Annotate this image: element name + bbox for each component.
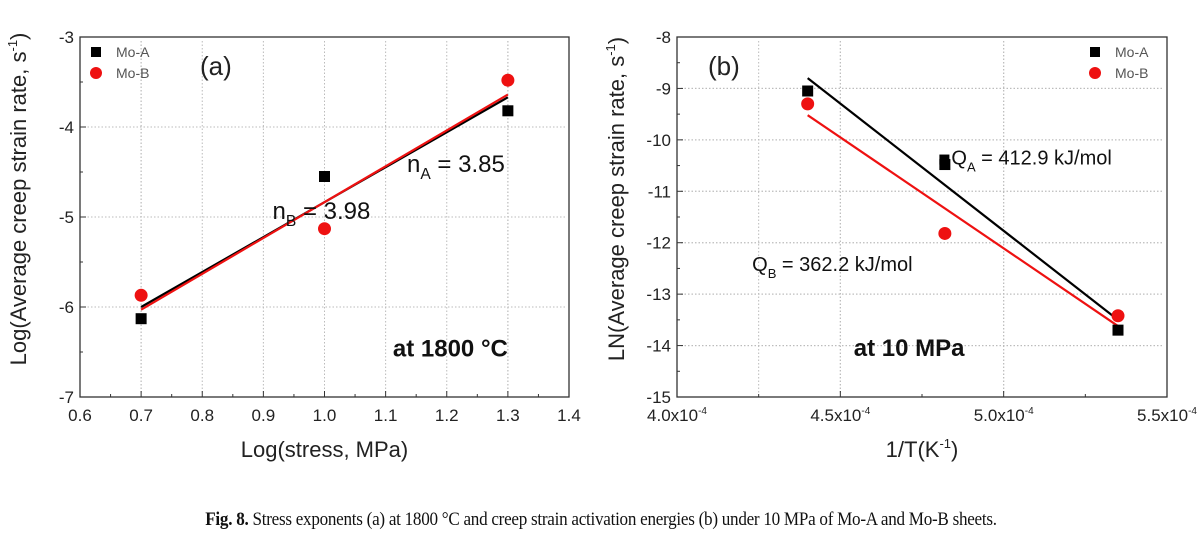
legend-label: Mo-A	[116, 44, 150, 60]
caption-text: Stress exponents (a) at 1800 °C and cree…	[248, 509, 997, 530]
figure: 0.6 0.7 0.8 0.9 1.0 1.1 1.2 1.3 1.4 -7 -6 -5 -4 -3 Log…	[5, 28, 1197, 462]
annotation-value: = 3.85	[431, 151, 505, 178]
annotation-nB: nB = 3.98	[273, 198, 371, 230]
x-tick-label: 1.4	[557, 406, 581, 425]
x-tick-label: 4.0x10-4	[647, 406, 707, 425]
annotation-subscript: B	[286, 213, 296, 230]
x-tick-label: 1.0	[313, 406, 337, 425]
y-tick-label: -4	[59, 118, 74, 137]
chart-panel-a: 0.6 0.7 0.8 0.9 1.0 1.1 1.2 1.3 1.4 -7 -6 -5 -4 -3 Log…	[5, 28, 581, 462]
annotation-symbol: n	[273, 198, 286, 225]
legend-label: Mo-B	[116, 65, 149, 81]
annotation-value: = 362.2 kJ/mol	[776, 254, 912, 276]
annotation-QA: QA = 412.9 kJ/mol	[951, 148, 1111, 175]
y-tick-label: -12	[646, 234, 671, 253]
data-point-mo-a	[502, 105, 514, 117]
annotation-symbol: n	[407, 151, 420, 178]
y-tick-label: -15	[646, 388, 671, 407]
x-axis-title-tail: )	[951, 437, 958, 462]
x-tick-label: 0.8	[190, 406, 214, 425]
y-tick-label: -13	[646, 285, 671, 304]
annotation-condition: at 1800 °C	[393, 336, 508, 363]
data-point-mo-b	[801, 97, 815, 111]
annotation-condition: at 10 MPa	[854, 335, 965, 362]
annotation-value: = 3.98	[296, 198, 370, 225]
annotation-square-marker	[939, 154, 950, 165]
annotation-nA: nA = 3.85	[407, 151, 505, 183]
x-tick-label: 0.7	[129, 406, 153, 425]
legend-marker-mo-b	[1089, 67, 1101, 79]
x-tick-exponent: -4	[1188, 406, 1197, 417]
annotation-subscript: A	[967, 160, 976, 175]
y-tick-label: -3	[59, 28, 74, 47]
y-tick-label: -6	[59, 298, 74, 317]
fit-line-mo-b	[140, 93, 509, 311]
figure-caption: Fig. 8. Stress exponents (a) at 1800 °C …	[60, 509, 1142, 531]
caption-label: Fig. 8.	[205, 509, 249, 530]
y-tick-label: -14	[646, 337, 671, 356]
data-point-mo-b	[938, 226, 952, 240]
x-tick-exponent: -4	[1025, 406, 1034, 417]
y-axis-title: Log(Average creep strain rate, s-1)	[5, 33, 31, 366]
legend-marker-mo-a	[91, 47, 101, 57]
annotation-QB: QB = 362.2 kJ/mol	[752, 254, 912, 281]
y-axis-title-sup: -1	[5, 40, 20, 52]
y-tick-label: -9	[656, 79, 671, 98]
data-point-mo-a	[802, 85, 814, 97]
x-tick-exponent: -4	[861, 406, 870, 417]
y-axis-title: LN(Average creep strain rate, s-1)	[603, 37, 629, 361]
x-tick-label: 1.1	[374, 406, 398, 425]
x-tick-label: 5.0x10-4	[974, 406, 1034, 425]
x-tick-label: 1.2	[435, 406, 459, 425]
data-point-mo-b	[501, 73, 515, 87]
y-tick-label: -7	[59, 388, 74, 407]
data-point-mo-b	[318, 222, 331, 236]
grid	[681, 41, 1163, 393]
fit-line-mo-b	[807, 114, 1119, 327]
x-tick-label: 5.5x10-4	[1137, 406, 1197, 425]
panel-label: (b)	[708, 51, 740, 81]
x-axis-title-sup: -1	[939, 436, 951, 451]
legend-marker-mo-a	[1090, 47, 1100, 57]
y-axis-title-sup: -1	[603, 44, 618, 56]
annotation-subscript: B	[768, 266, 777, 281]
y-tick-label: -5	[59, 208, 74, 227]
x-tick-exponent: -4	[698, 406, 707, 417]
fit-line-mo-a	[806, 77, 1119, 321]
data-point-mo-a	[1112, 324, 1124, 336]
x-tick-label: 4.5x10-4	[810, 406, 870, 425]
data-point-mo-b	[134, 288, 148, 302]
y-tick-label: -8	[656, 28, 671, 47]
data-point-mo-a	[135, 313, 147, 325]
x-axis-title: 1/T(K-1)	[886, 436, 959, 462]
panel-label: (a)	[200, 51, 232, 81]
y-axis-title-tail: )	[604, 37, 629, 44]
x-tick-label: 0.6	[68, 406, 92, 425]
data-point-mo-a	[319, 171, 330, 182]
grid	[84, 41, 565, 393]
legend-label: Mo-B	[1115, 65, 1148, 81]
annotation-symbol: Q	[951, 148, 967, 170]
legend-label: Mo-A	[1115, 44, 1149, 60]
annotation-value: = 412.9 kJ/mol	[976, 148, 1112, 170]
annotation-subscript: A	[420, 166, 431, 183]
x-tick-label: 0.9	[252, 406, 276, 425]
x-tick-label: 1.3	[496, 406, 520, 425]
y-tick-label: -10	[646, 131, 671, 150]
y-tick-label: -11	[648, 182, 671, 201]
annotation-symbol: Q	[752, 254, 768, 276]
chart-panel-b: 4.0x10-4 4.5x10-4 5.0x10-4 5.5x10-4 -15 -14 -1…	[603, 28, 1197, 462]
legend-marker-mo-b	[90, 67, 102, 79]
data-point-mo-b	[1111, 309, 1125, 323]
y-axis-title-tail: )	[6, 33, 31, 40]
x-axis-title: Log(stress, MPa)	[241, 437, 409, 462]
